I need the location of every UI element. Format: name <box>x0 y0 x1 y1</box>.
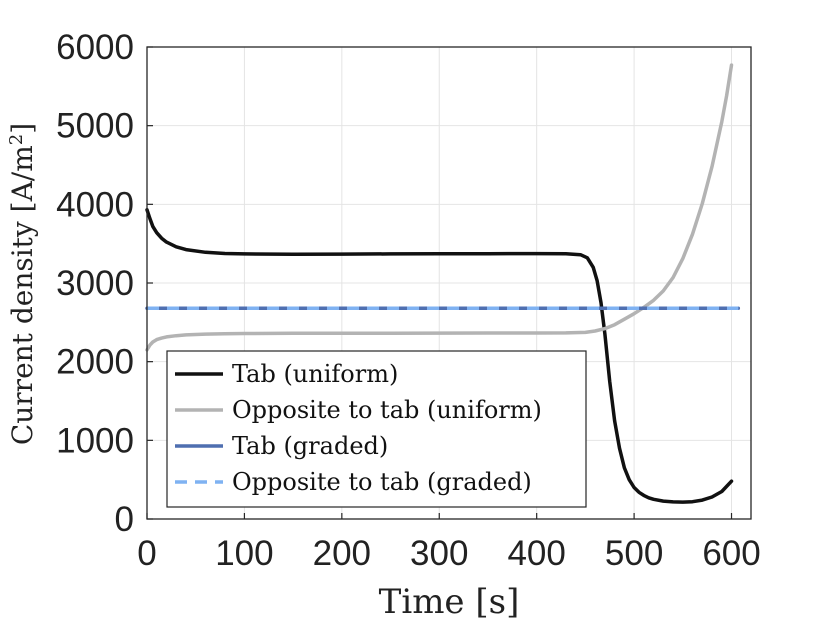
y-tick-label: 0 <box>115 500 134 539</box>
x-tick-label: 100 <box>215 534 273 573</box>
legend: Tab (uniform) Opposite to tab (uniform) … <box>166 350 587 508</box>
y-axis-title-end: ] <box>6 123 39 134</box>
x-tick-label: 500 <box>605 534 663 573</box>
series-line-opposite-uniform <box>145 63 734 352</box>
x-tick-label: 600 <box>702 534 760 573</box>
x-tick-label: 300 <box>410 534 468 573</box>
x-tick-label: 200 <box>313 534 371 573</box>
x-tick-label: 400 <box>507 534 565 573</box>
legend-box <box>166 350 587 508</box>
y-axis-title-superscript: 2 <box>6 134 27 145</box>
y-tick-label: 2000 <box>56 343 134 382</box>
y-tick-label: 6000 <box>56 28 134 67</box>
legend-label-tab-graded: Tab (graded) <box>232 432 388 460</box>
y-tick-label: 3000 <box>56 264 134 303</box>
legend-label-tab-uniform: Tab (uniform) <box>232 360 398 388</box>
legend-label-opposite-uniform: Opposite to tab (uniform) <box>232 396 542 424</box>
y-tick-label: 5000 <box>56 107 134 146</box>
y-tick-label: 1000 <box>56 421 134 460</box>
series-lines <box>145 63 741 504</box>
y-axis-title-main: Current density [A/m <box>6 145 39 445</box>
axis-ticks: 0 100 200 300 400 500 600010002000300040005000… <box>56 28 761 573</box>
y-tick-label: 4000 <box>56 185 134 224</box>
legend-label-opposite-graded: Opposite to tab (graded) <box>232 468 532 496</box>
x-axis-title: Time [s] <box>379 582 520 622</box>
x-tick-label: 0 <box>137 534 156 573</box>
y-axis-title: Current density [A/m2] <box>6 123 39 445</box>
series-line-tab-uniform <box>145 208 734 504</box>
